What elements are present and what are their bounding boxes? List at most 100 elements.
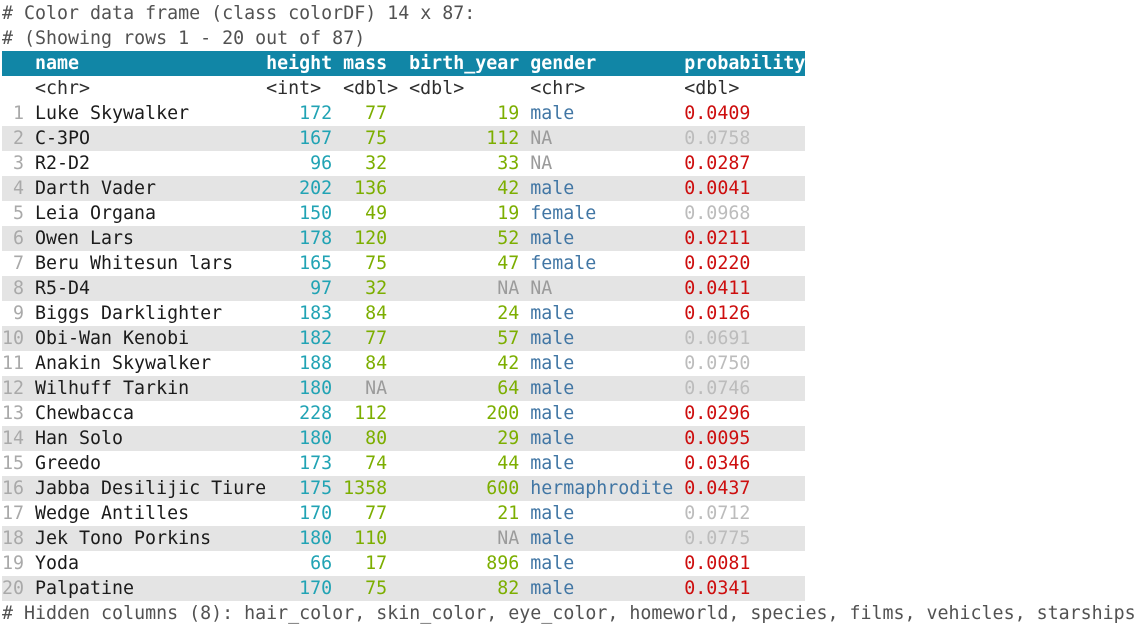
cell-name: R2-D2 [35,153,91,174]
type-probability: <dbl> [684,78,740,99]
cell-gender: NA [530,128,553,149]
table-row: 16 Jabba Desilijic Tiure 175 1358 600 hermaph… [2,476,806,501]
hidden-columns-comment: # Hidden columns (8): hair_color, skin_c… [2,603,1136,624]
cell-birth-year: 57 [497,328,520,349]
cell-row-number: 3 [12,153,24,174]
cell-name: Luke Skywalker [35,103,190,124]
table-row: 4 Darth Vader 202 136 42 male 0.0041 [2,176,806,201]
cell-gender: male [530,403,575,424]
cell-mass: 75 [365,128,388,149]
table-row: 12 Wilhuff Tarkin 180 NA 64 male 0.0746 [2,376,806,401]
cell-mass: 136 [354,178,388,199]
cell-mass: 84 [365,303,388,324]
cell-height: 150 [299,203,333,224]
table-row: 7 Beru Whitesun lars 165 75 47 female 0.0220 [2,251,805,276]
table-row: 19 Yoda 66 17 896 male 0.0081 [2,551,805,576]
cell-birth-year: 600 [486,478,520,499]
cell-row-number: 9 [12,303,24,324]
table-row: 8 R5-D4 97 32 NA NA 0.0411 [2,276,806,301]
cell-probability: 0.0041 [684,178,751,199]
cell-gender: male [530,178,575,199]
cell-height: 173 [299,453,333,474]
cell-row-number: 14 [2,428,25,449]
cell-mass: 110 [354,528,388,549]
cell-gender: male [530,453,575,474]
cell-row-number: 17 [2,503,25,524]
cell-gender: NA [530,278,553,299]
cell-name: Owen Lars [35,228,135,249]
cell-probability: 0.0287 [684,153,751,174]
table-row: 1 Luke Skywalker 172 77 19 male 0.0409 [2,101,805,126]
cell-height: 66 [310,553,333,574]
cell-gender: male [530,328,575,349]
cell-birth-year: 19 [497,203,520,224]
cell-height: 170 [299,503,333,524]
cell-row-number: 10 [2,328,25,349]
cell-mass: 77 [365,503,388,524]
cell-name: R5-D4 [35,278,91,299]
cell-row-number: 8 [12,278,24,299]
cell-gender: male [530,378,575,399]
cell-birth-year: 47 [497,253,520,274]
type-height: <int> [266,78,322,99]
cell-mass: 112 [354,403,388,424]
cell-birth-year: 44 [497,453,520,474]
cell-probability: 0.0211 [684,228,751,249]
type-name: <chr> [35,78,91,99]
cell-height: 165 [299,253,333,274]
cell-probability: 0.0126 [684,303,751,324]
cell-birth-year: 112 [486,128,520,149]
table-row: 6 Owen Lars 178 120 52 male 0.0211 [2,226,806,251]
cell-birth-year: 21 [497,503,520,524]
cell-name: Jabba Desilijic Tiure [35,478,267,499]
cell-name: Obi-Wan Kenobi [35,328,190,349]
cell-mass: 1358 [343,478,388,499]
cell-row-number: 11 [2,353,25,374]
table-row: 5 Leia Organa 150 49 19 female 0.0968 [2,201,805,226]
cell-row-number: 20 [2,578,25,599]
cell-probability: 0.0437 [684,478,751,499]
cell-probability: 0.0346 [684,453,751,474]
cell-mass: 75 [365,253,388,274]
cell-birth-year: 52 [497,228,520,249]
cell-probability: 0.0095 [684,428,751,449]
cell-birth-year: 42 [497,178,520,199]
table-row: 17 Wedge Antilles 170 77 21 male 0.0712 [2,501,805,526]
cell-name: Darth Vader [35,178,157,199]
cell-probability: 0.0746 [684,378,751,399]
cell-birth-year: 19 [497,103,520,124]
cell-height: 97 [310,278,333,299]
cell-height: 188 [299,353,333,374]
cell-gender: male [530,228,575,249]
cell-gender: hermaphrodite [530,478,674,499]
cell-birth-year: NA [497,278,520,299]
cell-row-number: 7 [12,253,24,274]
cell-height: 180 [299,378,333,399]
cell-birth-year: 33 [497,153,520,174]
cell-mass: 84 [365,353,388,374]
cell-probability: 0.0409 [684,103,751,124]
cell-mass: 77 [365,103,388,124]
cell-height: 96 [310,153,333,174]
table-row: 18 Jek Tono Porkins 180 110 NA male 0.0775 [2,526,806,551]
header-gender: gender [530,53,597,74]
cell-row-number: 13 [2,403,25,424]
cell-mass: 17 [365,553,388,574]
cell-mass: NA [365,378,388,399]
cell-row-number: 18 [2,528,25,549]
table-type-row: <chr> <int> <dbl> <dbl> <chr> <dbl> [2,76,805,101]
cell-row-number: 2 [12,128,24,149]
cell-name: Leia Organa [35,203,157,224]
header-name: name [35,53,80,74]
cell-row-number: 5 [12,203,24,224]
cell-row-number: 4 [12,178,24,199]
cell-birth-year: 82 [497,578,520,599]
cell-name: Beru Whitesun lars [35,253,234,274]
cell-name: Wedge Antilles [35,503,190,524]
cell-height: 183 [299,303,333,324]
cell-birth-year: NA [497,528,520,549]
cell-name: Biggs Darklighter [35,303,223,324]
cell-height: 167 [299,128,333,149]
cell-name: Anakin Skywalker [35,353,212,374]
